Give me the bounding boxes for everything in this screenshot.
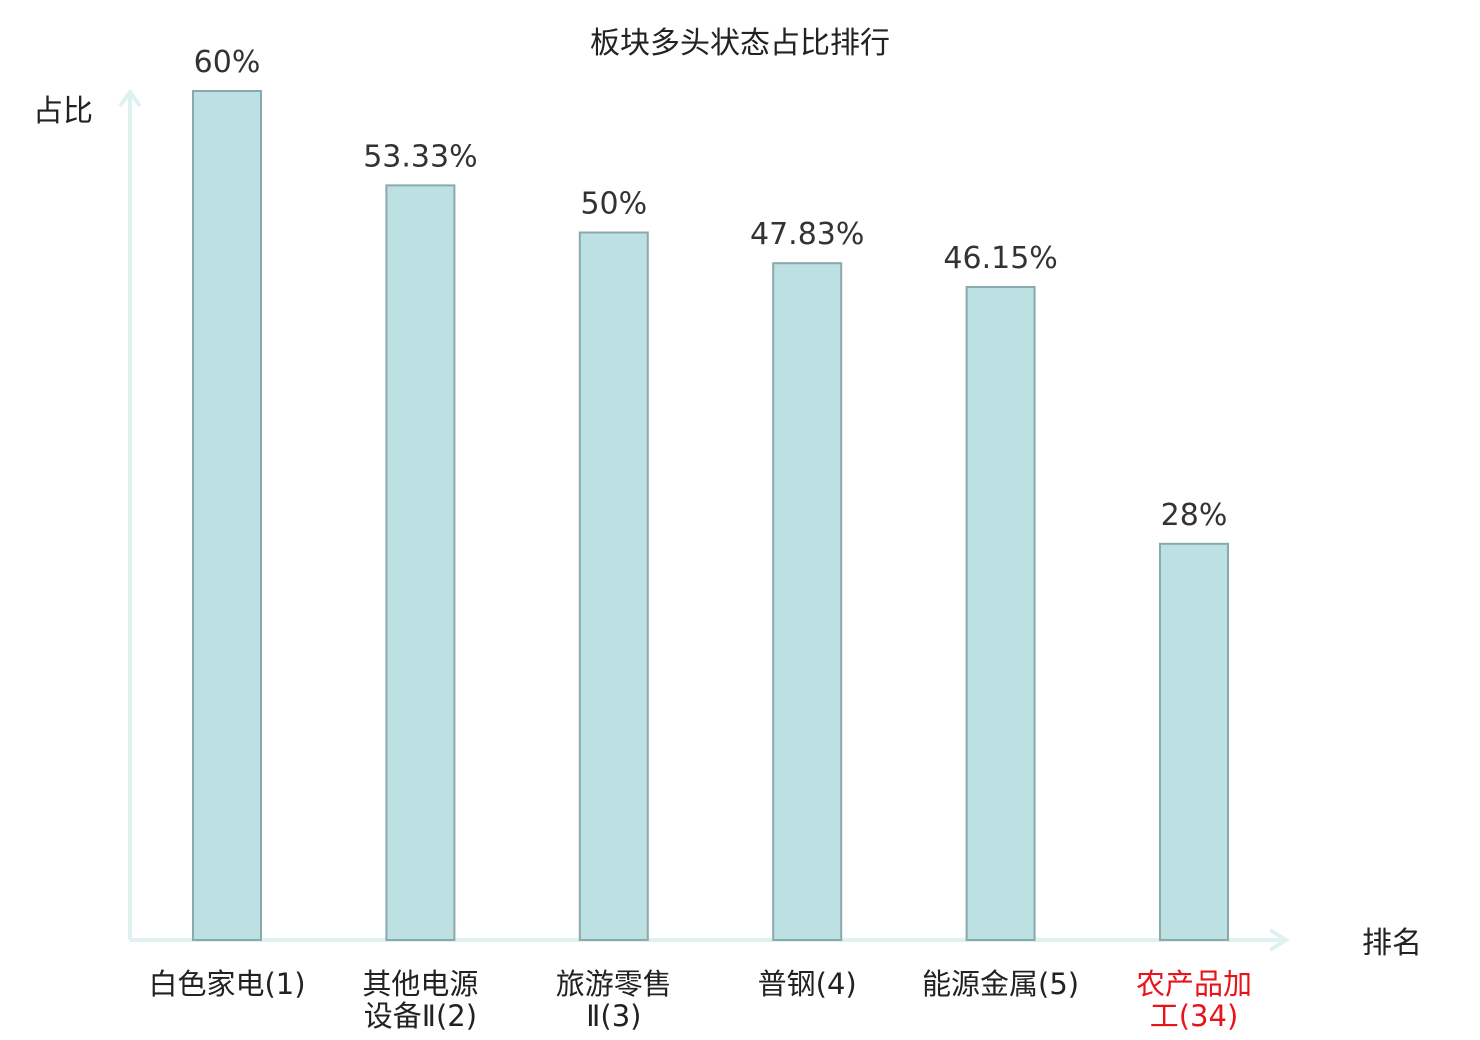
chart-title: 板块多头状态占比排行: [590, 26, 890, 61]
category-label-6-line-1: 农产品加: [1136, 967, 1252, 1001]
category-label-4-line-1: 普钢(4): [758, 967, 857, 1001]
bar-2: [385, 184, 456, 941]
value-label-1: 60%: [194, 45, 261, 80]
x-axis-arrow: [1268, 928, 1290, 952]
category-label-5-line-1: 能源金属(5): [922, 967, 1079, 1001]
category-label-6-line-2: 工(34): [1150, 999, 1239, 1033]
category-label-3-line-1: 旅游零售: [556, 967, 672, 1001]
bar-6: [1159, 542, 1229, 941]
category-label-3-line-2: Ⅱ(3): [586, 999, 641, 1033]
bar-5: [965, 285, 1036, 942]
bar-4: [772, 262, 843, 941]
bar-3: [578, 231, 649, 941]
bar-1: [192, 90, 262, 941]
value-label-6: 28%: [1161, 498, 1228, 533]
category-label-1-line-1: 白色家电(1): [148, 967, 305, 1001]
value-label-5: 46.15%: [943, 241, 1057, 276]
y-axis-arrow: [118, 88, 142, 108]
value-label-4: 47.83%: [750, 217, 864, 252]
x-axis-label: 排名: [1362, 926, 1422, 961]
value-label-3: 50%: [580, 187, 647, 222]
category-label-2-line-2: 设备Ⅱ(2): [364, 999, 477, 1033]
category-label-2-line-1: 其他电源: [362, 967, 478, 1001]
value-label-2: 53.33%: [363, 139, 477, 174]
y-axis-label: 占比: [33, 94, 93, 129]
